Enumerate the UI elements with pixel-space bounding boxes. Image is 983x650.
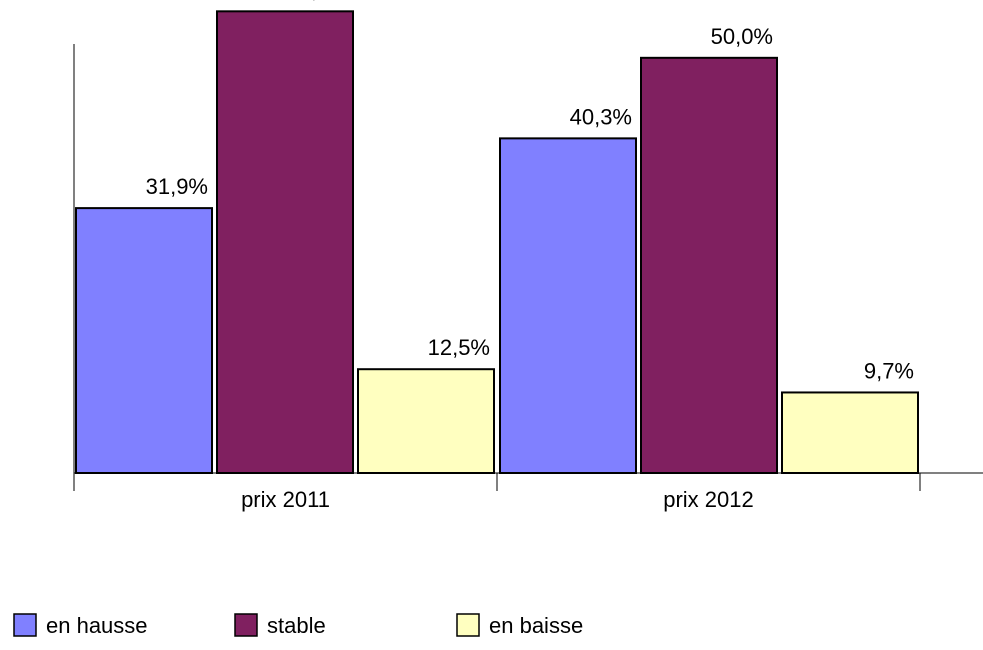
data-label-en-baisse-prix-2012: 9,7% bbox=[864, 358, 914, 383]
legend-label-en-baisse: en baisse bbox=[489, 613, 583, 638]
bar-en-baisse-prix-2012 bbox=[781, 391, 919, 474]
chart-legend: en hausse stable en baisse bbox=[13, 613, 583, 638]
bar-stable-prix-2012 bbox=[640, 56, 778, 474]
bar-en-baisse-prix-2011 bbox=[357, 368, 495, 474]
chart-x-tick-labels: prix 2011 prix 2012 bbox=[241, 487, 754, 512]
legend-swatch-en-baisse bbox=[456, 613, 480, 637]
chart-bars bbox=[75, 10, 919, 475]
bar-en-hausse-prix-2012 bbox=[499, 137, 637, 475]
x-tick-label-prix-2011: prix 2011 bbox=[241, 487, 330, 512]
legend-swatch-en-hausse bbox=[13, 613, 37, 637]
chart-data-labels: 31,9% 55,6% 12,5% 40,3% 50,0% 9,7% bbox=[146, 0, 914, 383]
bar-en-hausse-prix-2011 bbox=[75, 207, 213, 475]
bar-stable-prix-2011 bbox=[216, 10, 354, 474]
data-label-stable-prix-2011: 55,6% bbox=[287, 0, 349, 2]
data-label-en-hausse-prix-2012: 40,3% bbox=[570, 104, 632, 129]
data-label-en-hausse-prix-2011: 31,9% bbox=[146, 174, 208, 199]
legend-label-en-hausse: en hausse bbox=[46, 613, 148, 638]
legend-swatch-stable bbox=[234, 613, 258, 637]
x-tick-label-prix-2012: prix 2012 bbox=[663, 487, 754, 512]
data-label-stable-prix-2012: 50,0% bbox=[711, 24, 773, 49]
legend-label-stable: stable bbox=[267, 613, 326, 638]
data-label-en-baisse-prix-2011: 12,5% bbox=[428, 335, 490, 360]
